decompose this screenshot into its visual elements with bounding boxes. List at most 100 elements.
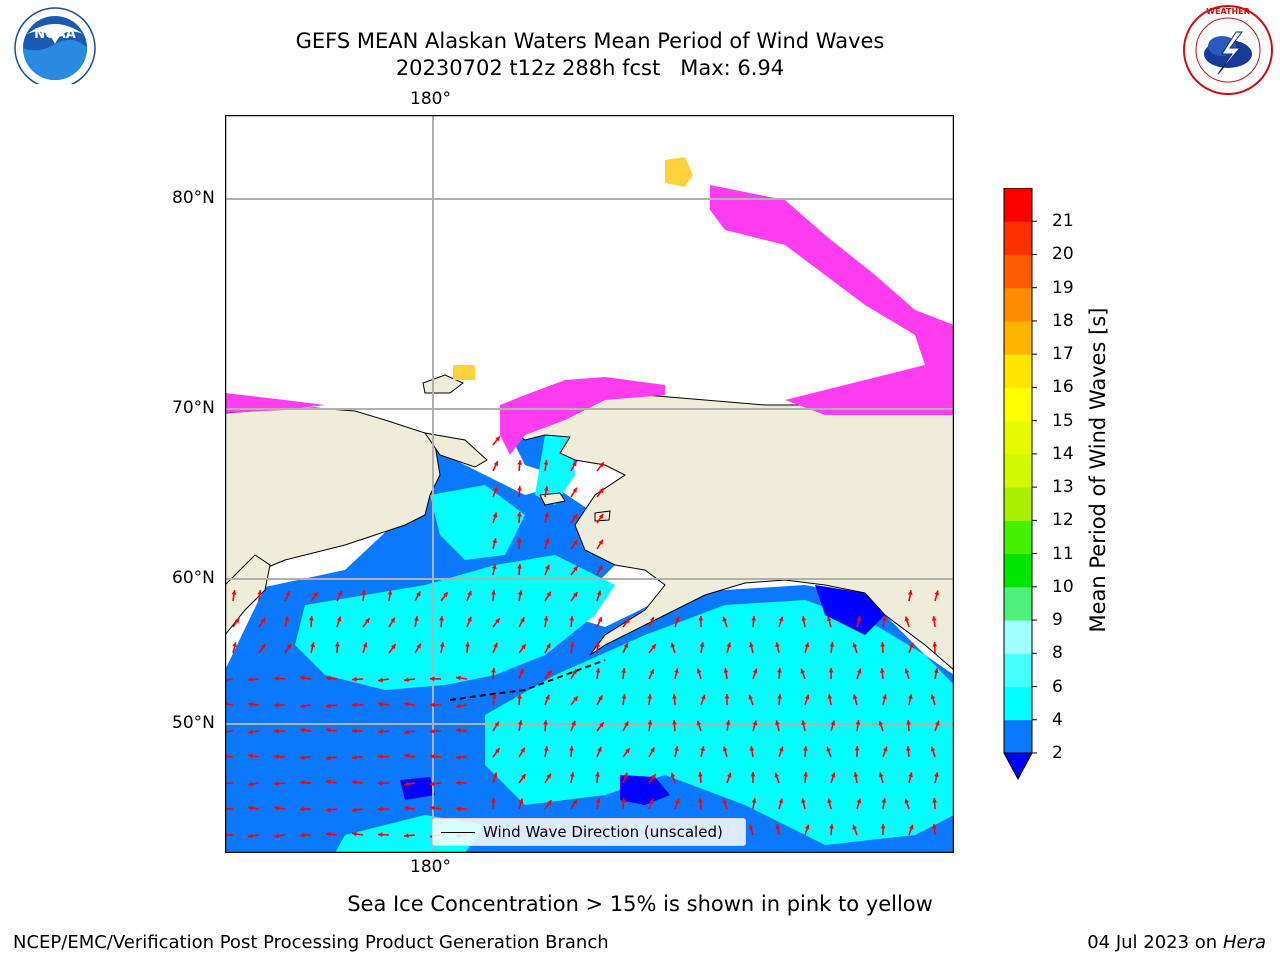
- chart-subtitle: 20230702 t12z 288h fcst Max: 6.94: [395, 56, 785, 80]
- wave-arrow-head: [932, 642, 938, 647]
- wave-arrow-head: [748, 694, 753, 700]
- wave-arrow-head: [284, 616, 289, 622]
- wave-arrow-head: [904, 616, 910, 622]
- wave-arrow-head: [774, 772, 779, 778]
- colorbar-extend-arrow: [1003, 752, 1033, 781]
- wave-arrow-head: [775, 824, 781, 829]
- wave-arrow-head: [569, 772, 575, 777]
- ocean-lt-2: [815, 585, 885, 635]
- wave-arrow-head: [908, 694, 913, 699]
- wave-arrow-head: [675, 616, 680, 622]
- wave-arrow-head: [777, 668, 782, 673]
- ocean-lt-2-b: [620, 775, 670, 805]
- wave-arrow-head: [932, 798, 937, 803]
- noaa-logo: NOAA: [3, 4, 103, 89]
- wave-arrow-head: [699, 642, 705, 647]
- wave-arrow-head: [352, 728, 357, 734]
- wave-arrow-head: [257, 590, 263, 595]
- colorbar-bin: [1004, 320, 1032, 355]
- colorbar-bin: [1004, 620, 1032, 654]
- colorbar-bin: [1004, 520, 1032, 555]
- wave-arrow-head: [599, 462, 604, 468]
- wave-arrow-head: [803, 746, 808, 751]
- wave-arrow-head: [749, 642, 754, 648]
- wave-arrow-head: [880, 824, 886, 829]
- colorbar-bin: [1004, 221, 1032, 255]
- wave-arrow-head: [300, 727, 305, 733]
- wave-arrow-head: [430, 702, 435, 708]
- wave-arrow-head: [852, 642, 858, 648]
- wave-arrow-head: [882, 616, 887, 621]
- wave-arrow: [225, 678, 234, 682]
- wave-arrow-head: [326, 703, 331, 709]
- colorbar: [1000, 188, 1040, 788]
- wave-arrow-head: [801, 798, 806, 804]
- wave-arrow-head: [430, 805, 435, 811]
- sea-ice-note: Sea Ice Concentration > 15% is shown in …: [347, 892, 933, 916]
- wave-arrow-head: [387, 590, 393, 595]
- ocean-4-6-gulf: [485, 600, 954, 845]
- wave-arrow-head: [749, 746, 755, 751]
- wave-arrow-head: [378, 729, 383, 735]
- wave-arrow-head: [352, 779, 357, 785]
- wave-arrow-head: [930, 746, 936, 752]
- wave-arrow-head: [852, 694, 858, 700]
- wave-arrow-head: [546, 591, 551, 597]
- chart-title: GEFS MEAN Alaskan Waters Mean Period of …: [295, 29, 885, 53]
- wave-arrow-head: [274, 781, 279, 786]
- wave-arrow-head: [352, 831, 357, 837]
- wave-arrow-head: [274, 805, 279, 811]
- lat-label-60: 60°N: [172, 568, 215, 588]
- wave-arrow-head: [906, 720, 911, 725]
- wave-arrow-head: [573, 540, 578, 546]
- colorbar-bin: [1004, 719, 1032, 754]
- wave-arrow-head: [701, 694, 706, 700]
- lat-label-80: 80°N: [172, 188, 215, 208]
- colorbar-tick-label: 13: [1052, 477, 1074, 498]
- wave-arrow-head: [493, 461, 498, 467]
- wave-arrow-head: [905, 746, 911, 751]
- wave-arrow-head: [492, 538, 497, 544]
- wave-arrow-head: [827, 694, 833, 699]
- colorbar-bin: [1004, 287, 1032, 322]
- wave-arrow-head: [439, 642, 445, 647]
- wave-arrow-head: [904, 798, 910, 804]
- colorbar-bin: [1004, 254, 1032, 289]
- wave-arrow-head: [750, 772, 756, 777]
- wave-arrow-head: [248, 701, 253, 707]
- wave-arrow-head: [722, 798, 728, 804]
- land-kamchatka: [225, 554, 271, 636]
- wave-arrow-head: [430, 754, 435, 759]
- wave-arrow-head: [517, 720, 523, 725]
- wave-arrow-head: [274, 702, 279, 708]
- wave-arrow-head: [880, 642, 885, 647]
- wave-arrow-head: [547, 670, 552, 676]
- wave-arrow-head: [573, 696, 578, 702]
- wave-arrow-head: [674, 668, 679, 674]
- wave-arrow-head: [517, 486, 522, 491]
- wave-arrow-head: [430, 781, 435, 787]
- wave-arrow-head: [335, 642, 340, 647]
- ocean-4-6-bering: [295, 555, 615, 690]
- wave-arrow-head: [326, 727, 331, 733]
- wave-arrow-head: [543, 616, 549, 621]
- wave-arrow-head: [495, 748, 500, 754]
- wave-arrow-head: [467, 616, 472, 622]
- wave-arrow-head: [595, 642, 601, 647]
- wave-arrow-head: [300, 703, 305, 709]
- wave-arrow-head: [621, 694, 627, 699]
- wave-arrow-head: [775, 642, 780, 648]
- wave-arrow-head: [544, 538, 550, 544]
- noaa-logo-text: NOAA: [34, 27, 76, 42]
- wave-arrow-head: [274, 754, 279, 759]
- wave-arrow-head: [722, 746, 728, 752]
- lat-label-70: 70°N: [172, 398, 215, 418]
- colorbar-tick-label: 10: [1052, 576, 1074, 597]
- map-frame: [225, 115, 954, 853]
- wave-arrow-head: [727, 772, 732, 778]
- run-machine: Hera: [1222, 932, 1266, 953]
- colorbar-tick-label: 9: [1052, 610, 1063, 631]
- colorbar-bin: [1004, 453, 1032, 488]
- colorbar-tick-label: 21: [1052, 211, 1074, 232]
- wave-arrow-head: [698, 616, 704, 621]
